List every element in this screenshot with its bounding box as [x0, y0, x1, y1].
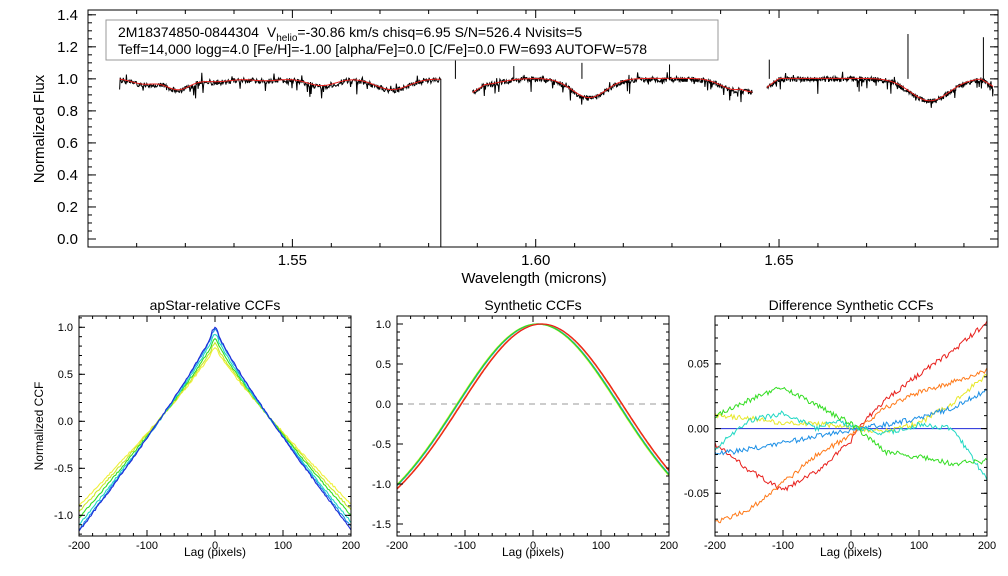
- x-tick-label: 0: [530, 540, 536, 552]
- y-tick-label: -1.0: [54, 510, 73, 522]
- spectrum-frame: [87, 9, 999, 248]
- x-tick-label: 200: [342, 540, 360, 552]
- y-tick-label: 0.0: [376, 399, 391, 411]
- x-tick-label: 200: [978, 540, 996, 552]
- x-tick-label: -200: [704, 540, 726, 552]
- synthetic-ccf-ticks: -200 -100 0 100 200 -1.5 -1.0 -0.5 0.0 0.5 1.0: [372, 315, 678, 552]
- ccf-series-line: [78, 326, 352, 532]
- ccf-series-line: [78, 333, 352, 526]
- y-tick-label: 0.0: [57, 231, 78, 248]
- synthetic-ccf-x-label: Lag (pixels): [502, 545, 564, 559]
- x-tick-label: 0: [848, 540, 854, 552]
- spectrum-panel: 1.55 1.60 1.65 0.0 0.2 0.4 0.6 0.8 1.0 1.2 1.4 2M1…: [31, 7, 999, 287]
- y-tick-label: 0.0: [58, 416, 73, 428]
- ccf-series-line: [78, 341, 352, 512]
- y-tick-label: 1.0: [376, 319, 391, 331]
- x-tick-label: 1.60: [521, 252, 550, 269]
- x-tick-label: 200: [660, 540, 678, 552]
- spectrum-data: [119, 34, 994, 247]
- apstar-ccf-title: apStar-relative CCFs: [150, 297, 281, 313]
- x-tick-label: 100: [592, 540, 610, 552]
- x-tick-label: -200: [68, 540, 90, 552]
- model-spectrum-line: [472, 77, 753, 99]
- spectrum-y-label: Normalized Flux: [31, 74, 48, 183]
- difference-ccf-title: Difference Synthetic CCFs: [769, 297, 934, 313]
- apstar-ccf-ticks: -200 -100 0 100 200 -1.0 -0.5 0.0 0.5 1.0: [54, 316, 360, 552]
- x-tick-label: 1.65: [764, 252, 793, 269]
- spectrum-ticks: 1.55 1.60 1.65 0.0 0.2 0.4 0.6 0.8 1.0 1.2 1.4: [57, 7, 998, 269]
- synthetic-ccf-data: [396, 323, 670, 490]
- x-tick-label: 100: [910, 540, 928, 552]
- difference-ccf-x-label: Lag (pixels): [820, 545, 882, 559]
- apstar-ccf-y-label: Normalized CCF: [32, 382, 46, 471]
- y-tick-label: 1.4: [57, 7, 78, 24]
- difference-ccf-line: [714, 386, 988, 467]
- x-tick-label: 1.55: [278, 252, 307, 269]
- x-tick-label: 100: [274, 540, 292, 552]
- synthetic-ccf-panel: -200 -100 0 100 200 -1.5 -1.0 -0.5 0.0 0.5 1.0 Syn…: [372, 297, 678, 559]
- difference-ccf-line: [714, 410, 988, 481]
- object-name: 2M18374850-0844304: [118, 24, 259, 40]
- y-tick-label: 0.2: [57, 199, 78, 216]
- x-tick-label: -100: [454, 540, 476, 552]
- y-tick-label: -0.5: [372, 439, 391, 451]
- model-spectrum-line: [119, 78, 441, 91]
- vhelio-rest: =-30.86 km/s chisq=6.95 S/N=526.4 Nvisit…: [297, 24, 582, 40]
- apstar-ccf-x-label: Lag (pixels): [184, 545, 246, 559]
- y-tick-label: 1.0: [57, 71, 78, 88]
- y-tick-label: -1.0: [372, 479, 391, 491]
- difference-ccf-line: [714, 320, 988, 492]
- apstar-ccf-panel: -200 -100 0 100 200 -1.0 -0.5 0.0 0.5 1.0 apStar-…: [32, 297, 360, 559]
- x-tick-label: -200: [386, 540, 408, 552]
- ccf-series-line: [78, 347, 352, 507]
- y-tick-label: 0.5: [376, 359, 391, 371]
- x-tick-label: 0: [212, 540, 218, 552]
- y-tick-label: 1.0: [58, 322, 73, 334]
- difference-ccf-data: [714, 320, 988, 524]
- synthetic-ccf-line: [396, 323, 670, 490]
- x-tick-label: -100: [136, 540, 158, 552]
- y-tick-label: 1.2: [57, 39, 78, 56]
- difference-ccf-ticks: -200 -100 0 100 200 -0.05 0.00 0.05: [684, 316, 996, 552]
- y-tick-label: 0.5: [58, 369, 73, 381]
- y-tick-label: -1.5: [372, 519, 391, 531]
- y-tick-label: 0.6: [57, 135, 78, 152]
- y-tick-label: 0.00: [688, 423, 709, 435]
- synthetic-ccf-title: Synthetic CCFs: [484, 297, 581, 313]
- y-tick-label: 0.8: [57, 103, 78, 120]
- y-tick-label: 0.4: [57, 167, 78, 184]
- spectrum-title-line2: Teff=14,000 logg=4.0 [Fe/H]=-1.00 [alpha…: [118, 41, 647, 57]
- apstar-ccf-data: [78, 326, 352, 532]
- x-tick-label: -100: [772, 540, 794, 552]
- observed-spectrum-line: [766, 71, 994, 108]
- spectrum-title-box: [105, 19, 719, 61]
- vhelio-subscript: helio: [276, 33, 298, 44]
- y-tick-label: 0.05: [688, 359, 709, 371]
- spectrum-x-label: Wavelength (microns): [461, 270, 606, 287]
- y-tick-label: -0.5: [54, 463, 73, 475]
- spectrum-title-line1: 2M18374850-0844304 Vhelio=-30.86 km/s chi…: [118, 24, 582, 44]
- y-tick-label: -0.05: [684, 488, 709, 500]
- difference-ccf-panel: -200 -100 0 100 200 -0.05 0.00 0.05 Difference …: [684, 297, 996, 559]
- model-spectrum-line: [766, 77, 994, 102]
- difference-ccf-line: [714, 367, 988, 524]
- ccf-series-line: [78, 337, 352, 519]
- difference-ccf-line: [714, 388, 988, 456]
- vhelio-prefix: V: [267, 24, 277, 40]
